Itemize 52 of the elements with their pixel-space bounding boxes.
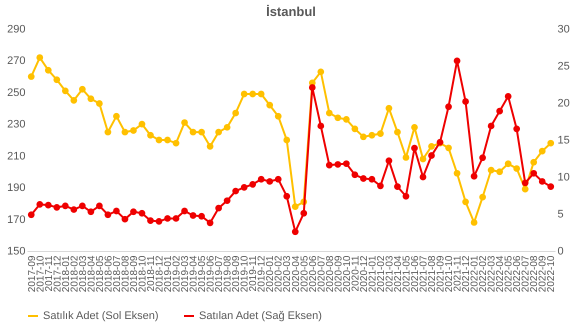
x-tick-label: 2018-12 xyxy=(154,255,166,292)
x-tick-label: 2022-10 xyxy=(546,255,558,292)
chart-title: İstanbul xyxy=(266,4,316,19)
x-tick-label: 2018-08 xyxy=(120,255,132,292)
y-tick-label: 210 xyxy=(7,150,26,162)
y2-tick-label: 20 xyxy=(558,98,570,110)
x-tick-label: 2017-09 xyxy=(26,255,38,292)
x-tick-label: 2018-11 xyxy=(146,255,157,292)
x-tick-label: 2020-07 xyxy=(316,255,328,292)
x-tick-label: 2020-04 xyxy=(290,255,302,292)
x-tick-label: 2020-12 xyxy=(358,255,370,292)
x-tick-label: 2021-02 xyxy=(376,255,387,292)
y-tick-label: 290 xyxy=(7,24,26,36)
x-tick-label: 2021-07 xyxy=(418,255,430,292)
x-tick-label: 2017-11 xyxy=(44,255,55,292)
y-tick-label: 150 xyxy=(7,246,26,258)
x-tick-label: 2021-06 xyxy=(410,255,421,292)
x-tick-label: 2018-05 xyxy=(94,255,106,292)
x-tick-label: 2020-05 xyxy=(299,255,310,292)
y2-tick-label: 15 xyxy=(558,134,570,146)
y2-tick-label: 10 xyxy=(558,172,570,184)
x-tick-label: 2018-03 xyxy=(78,255,89,292)
x-tick-label: 2020-08 xyxy=(324,255,336,292)
x-tick-label: 2020-06 xyxy=(308,255,319,292)
x-tick-label: 2020-03 xyxy=(282,255,294,292)
x-tick-label: 2018-09 xyxy=(128,255,140,292)
x-tick-label: 2018-04 xyxy=(86,255,98,292)
x-tick-label: 2020-11 xyxy=(350,255,362,292)
x-tick-label: 2018-01 xyxy=(60,255,72,292)
x-tick-label: 2017-12 xyxy=(52,255,64,292)
y2-tick-label: 25 xyxy=(558,60,570,72)
x-tick-label: 2021-04 xyxy=(392,255,404,292)
x-tick-label: 2018-02 xyxy=(69,255,80,292)
y-tick-label: 230 xyxy=(7,118,26,131)
x-tick-label: 2018-07 xyxy=(112,255,123,292)
x-tick-label: 2020-10 xyxy=(342,255,353,292)
x-tick-label: 2020-09 xyxy=(333,255,344,292)
y-tick-label: 190 xyxy=(7,182,26,194)
y-tick-label: 170 xyxy=(7,214,26,226)
x-tick-label: 2018-06 xyxy=(103,255,114,292)
x-tick-label: 2017-10 xyxy=(35,255,46,292)
y2-tick-label: 5 xyxy=(558,208,564,220)
y-tick-label: 250 xyxy=(7,86,26,99)
legend-label: Satılık Adet (Sol Eksen) xyxy=(43,310,159,322)
x-tick-label: 2021-01 xyxy=(367,255,378,292)
x-tick-label: 2021-05 xyxy=(401,255,412,292)
y2-tick-label: 0 xyxy=(558,246,564,258)
x-tick-label: 2021-03 xyxy=(384,255,396,292)
legend-label: Satılan Adet (Sağ Eksen) xyxy=(199,310,322,322)
y-tick-label: 270 xyxy=(7,55,26,68)
y2-tick-label: 30 xyxy=(558,24,570,36)
x-tick-label: 2018-10 xyxy=(137,255,148,292)
